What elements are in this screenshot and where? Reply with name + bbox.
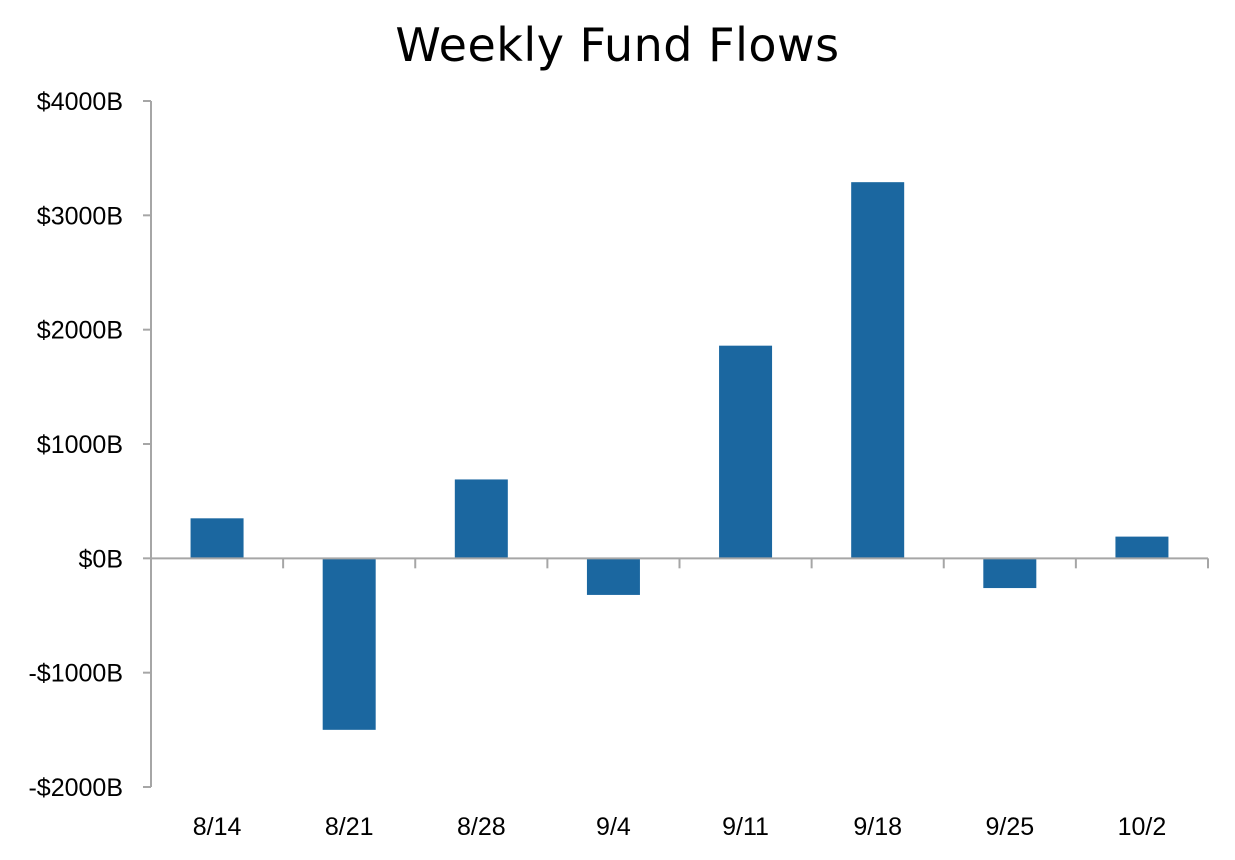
bar-8-21 bbox=[322, 558, 376, 730]
y-axis-ticks bbox=[143, 100, 151, 788]
x-tick-label: 9/18 bbox=[853, 813, 902, 841]
y-tick-label: $0B bbox=[79, 545, 123, 573]
bar-8-28 bbox=[454, 479, 508, 559]
y-tick-label: $2000B bbox=[37, 317, 123, 345]
x-tick-label: 8/14 bbox=[193, 813, 242, 841]
chart-title: Weekly Fund Flows bbox=[395, 18, 840, 72]
x-axis-ticks bbox=[150, 558, 1209, 569]
y-tick-label: -$1000B bbox=[28, 660, 123, 688]
x-tick-label: 8/21 bbox=[325, 813, 374, 841]
bar-9-4 bbox=[586, 558, 640, 595]
x-tick-label: 10/2 bbox=[1118, 813, 1167, 841]
y-tick-label: $4000B bbox=[37, 88, 123, 116]
y-tick-label: $3000B bbox=[37, 202, 123, 230]
bar-9-18 bbox=[851, 182, 905, 559]
bar-8-14 bbox=[190, 518, 244, 559]
y-tick-label: -$2000B bbox=[28, 774, 123, 802]
bar-10-2 bbox=[1115, 536, 1169, 559]
bar-9-11 bbox=[719, 345, 773, 559]
bars bbox=[190, 182, 1169, 730]
bar-9-25 bbox=[983, 558, 1037, 589]
y-axis-tick-labels: $4000B $3000B $2000B $1000B $0B -$1000B -$2000… bbox=[28, 88, 123, 802]
x-tick-label: 9/4 bbox=[596, 813, 631, 841]
x-axis-tick-labels: 8/14 8/21 8/28 9/4 9/11 9/18 9/25 10/2 bbox=[193, 813, 1167, 841]
x-tick-label: 9/11 bbox=[722, 813, 769, 841]
x-tick-label: 8/28 bbox=[457, 813, 506, 841]
y-tick-label: $1000B bbox=[37, 431, 123, 459]
x-tick-label: 9/25 bbox=[985, 813, 1034, 841]
